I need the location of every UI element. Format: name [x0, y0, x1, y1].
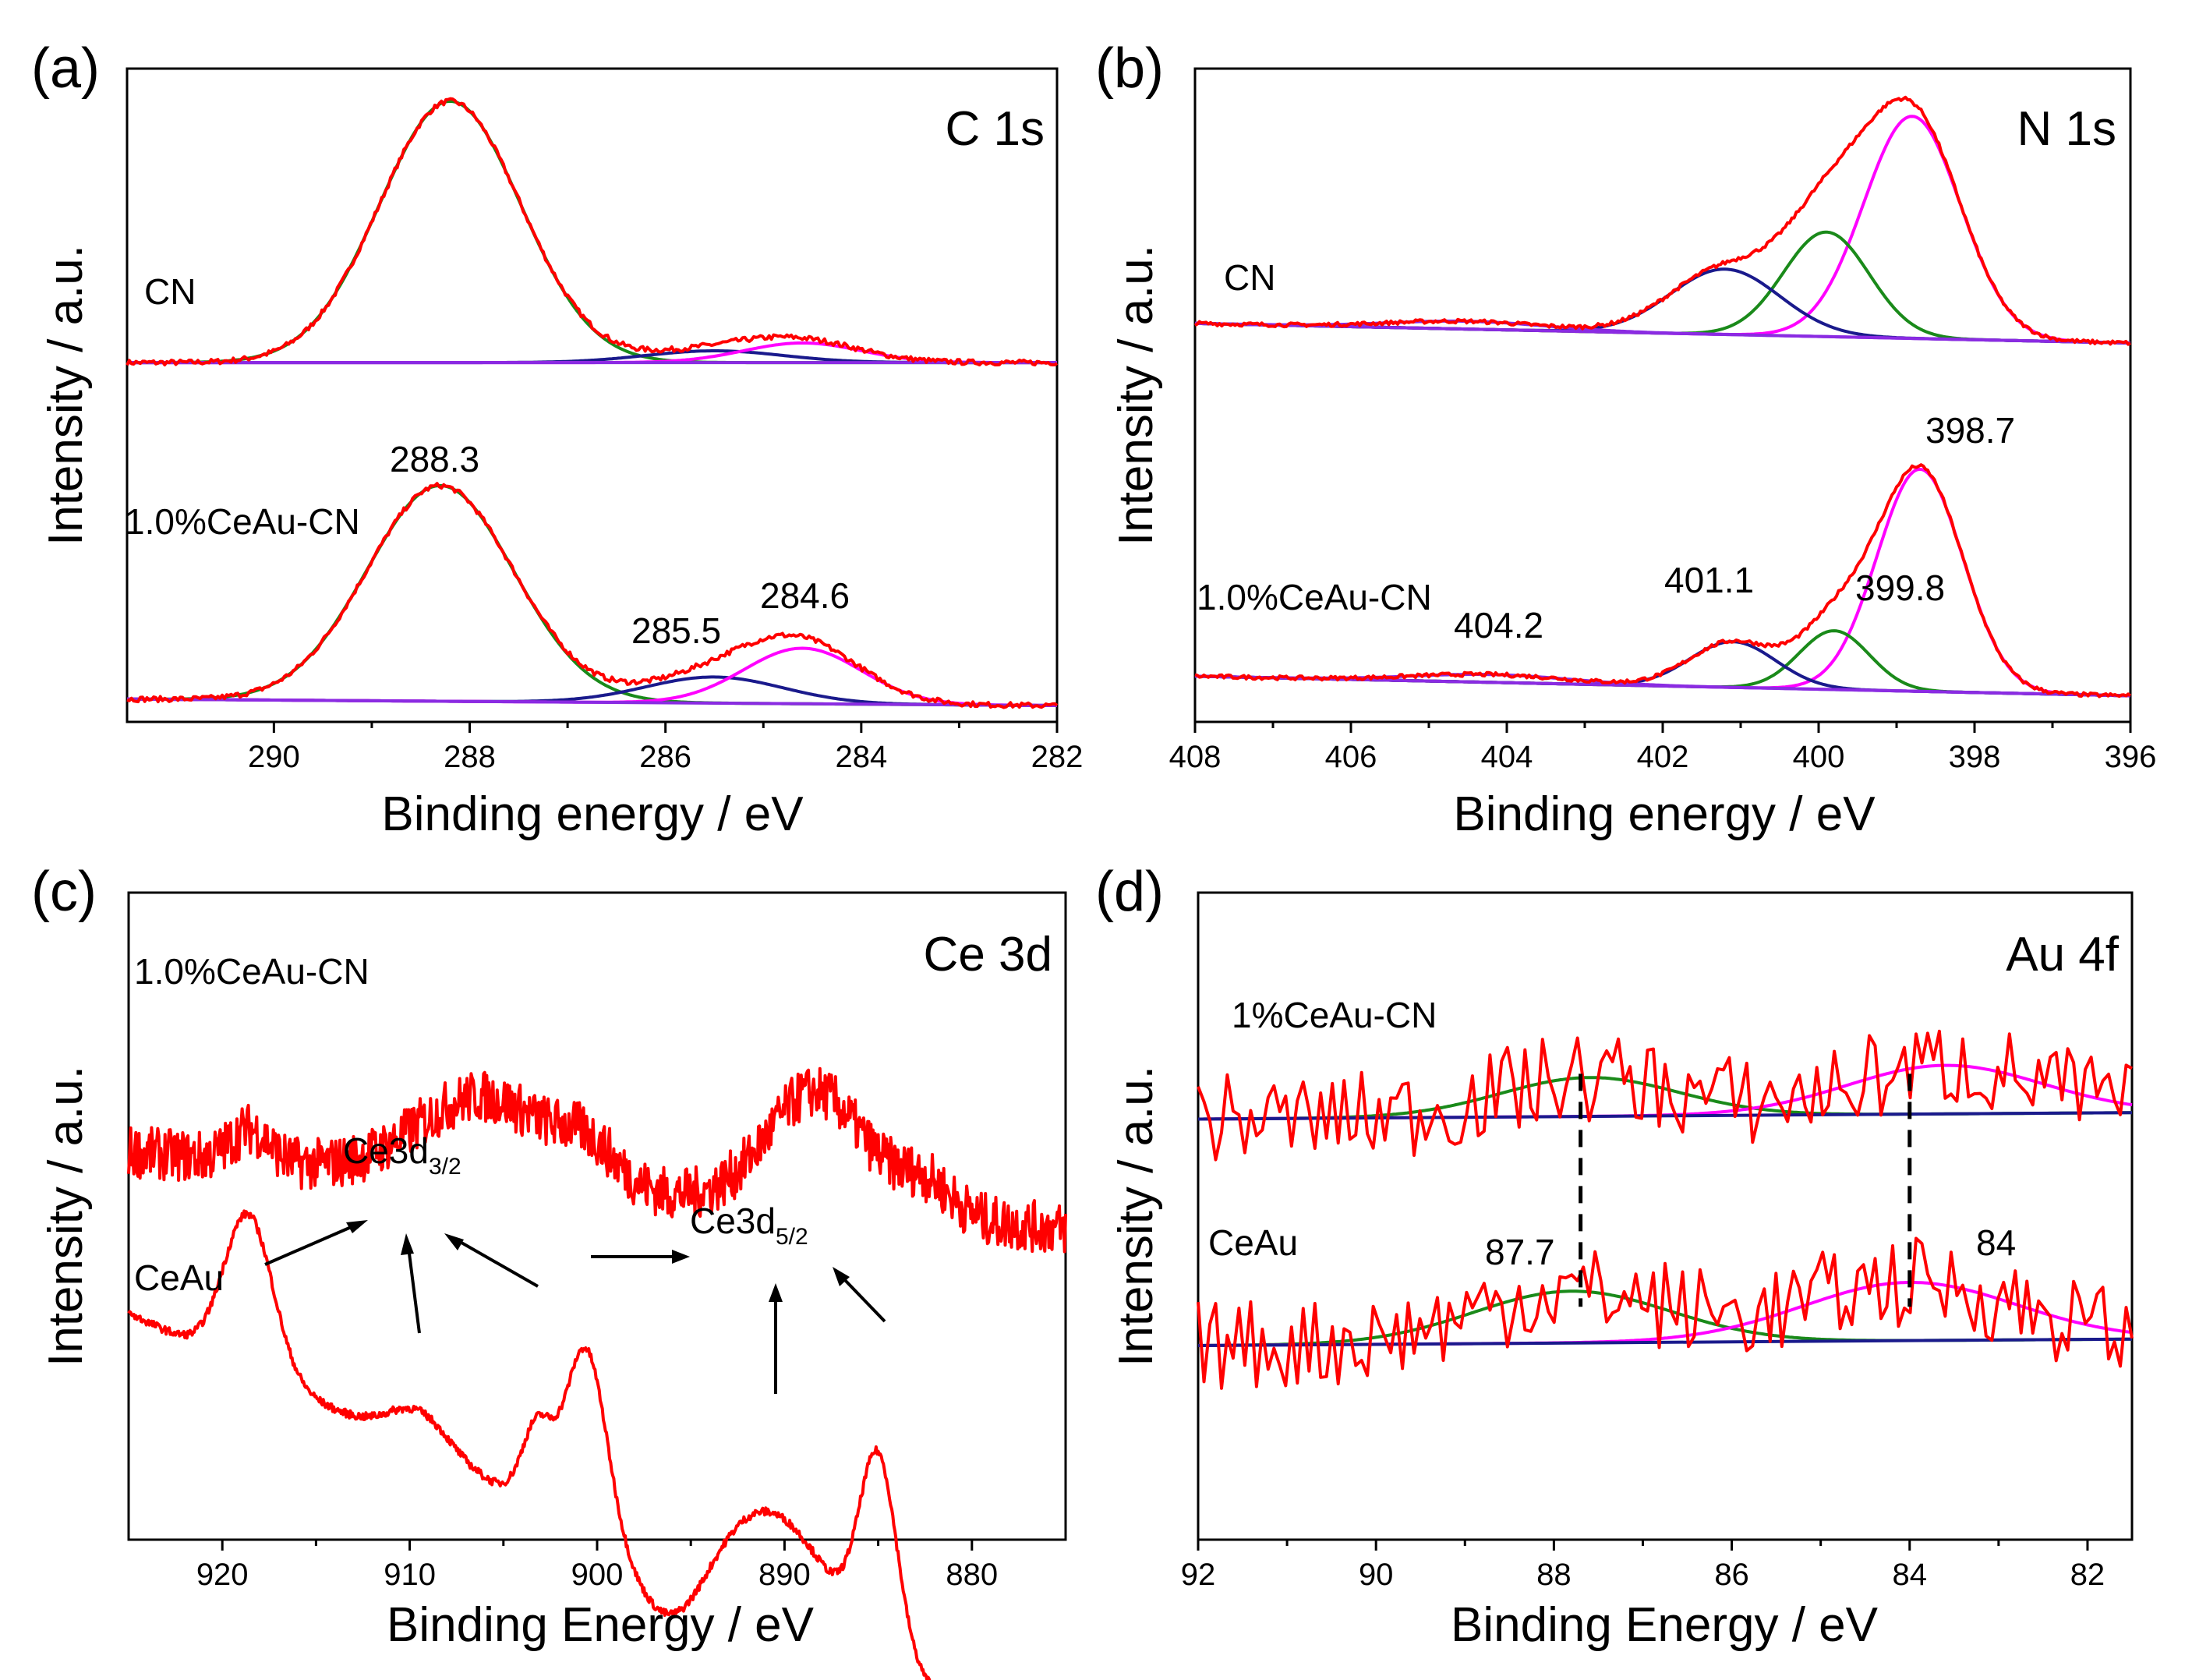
arrowhead-5 — [769, 1283, 783, 1302]
panel-b-ylabel: Intensity / a.u. — [1109, 245, 1163, 546]
arrowhead-4 — [672, 1250, 690, 1264]
panel-a-xlabel: Binding energy / eV — [381, 787, 804, 841]
panel-1-xtick-label-3: 402 — [1637, 740, 1689, 774]
panel-d-xlabel: Binding Energy / eV — [1451, 1598, 1879, 1652]
panel-b-xlabel: Binding energy / eV — [1453, 787, 1876, 841]
arrow-1 — [264, 1224, 355, 1266]
panel-2-xtick-label-4: 880 — [946, 1558, 998, 1592]
panel-a-core-label: C 1s — [946, 102, 1045, 156]
panel-b-sample-cn: CN — [1224, 257, 1275, 298]
panel-c-core-label: Ce 3d — [924, 928, 1052, 981]
panel-d-frame — [1197, 891, 2134, 1541]
panel-c-arrows — [264, 1220, 886, 1394]
panel-c-sample-ceau-cn: 1.0%CeAu-CN — [134, 951, 369, 992]
panel-d-core-label: Au 4f — [2006, 928, 2120, 981]
panel-3-sample-0-data — [1197, 1029, 2133, 1162]
panel-c-ylabel: Intensity / a.u. — [39, 1066, 93, 1367]
panel-1-xtick-label-6: 396 — [2105, 740, 2157, 774]
panel-3-xtick-label-0: 92 — [1181, 1558, 1216, 1592]
panel-a-frame — [126, 67, 1059, 723]
panel-3-xtick-label-3: 86 — [1714, 1558, 1749, 1592]
arrow-6 — [842, 1277, 886, 1323]
panel-0-xtick-label-0: 290 — [248, 740, 300, 774]
panel-1-xtick-label-0: 408 — [1169, 740, 1222, 774]
panel-b: (b) N 1s 408 406 404 402 400 398 396 CN 1.0%Ce… — [1095, 37, 2156, 841]
panel-1-xtick-label-1: 406 — [1325, 740, 1377, 774]
panel-2-sample-0-data — [127, 1066, 1067, 1254]
panel-a: (a) C 1s 290 288 286 284 282 CN 1.0%CeAu-CN … — [31, 37, 1083, 841]
arrowhead-3 — [444, 1233, 464, 1250]
panel-1-sample-1-component-2 — [1194, 640, 2131, 698]
panel-3-sample-0-baseline — [1197, 1111, 2133, 1121]
panel-b-label: (b) — [1095, 37, 1164, 100]
panel-1-sample-0-component-0 — [1194, 115, 2130, 345]
panel-a-peak-288-3: 288.3 — [390, 439, 479, 479]
panel-b-frame — [1193, 67, 2132, 723]
arrowhead-2 — [401, 1233, 414, 1255]
panel-1-sample-0-data — [1193, 95, 2132, 346]
panel-a-sample-cn: CN — [144, 271, 196, 312]
panel-1-xtick-label-5: 398 — [1949, 740, 2001, 774]
panel-c-label: (c) — [31, 861, 97, 923]
panel-1-sample-1-baseline — [1194, 674, 2131, 698]
panel-0-xtick-label-3: 284 — [835, 740, 887, 774]
panel-d-ylabel: Intensity / a.u. — [1109, 1066, 1163, 1367]
panel-d-sample-ceau: CeAu — [1208, 1222, 1298, 1263]
panel-1-xtick-label-2: 404 — [1481, 740, 1533, 774]
panel-b-core-label: N 1s — [2017, 102, 2116, 156]
panel-c: (c) Ce 3d 920 910 900 890 880 1.0%CeAu-CN Ce… — [31, 861, 1067, 1680]
panel-0-sample-1-data — [126, 482, 1059, 709]
panel-d: (d) Au 4f 92 90 88 86 84 82 1%CeAu-CN CeAu 87… — [1095, 861, 2134, 1652]
panel-a-sample-ceau-cn: 1.0%CeAu-CN — [125, 501, 360, 542]
panel-1-xtick-label-4: 400 — [1793, 740, 1845, 774]
panel-b-peak-401-1: 401.1 — [1664, 560, 1754, 600]
panel-b-peak-399-8: 399.8 — [1855, 568, 1945, 608]
panel-2-xtick-label-0: 920 — [196, 1558, 249, 1592]
panel-b-sample-ceau-cn: 1.0%CeAu-CN — [1197, 577, 1432, 617]
panel-2-xtick-label-3: 890 — [758, 1558, 811, 1592]
panel-d-sample-ceau-cn: 1%CeAu-CN — [1232, 995, 1437, 1035]
panel-2-xtick-label-1: 910 — [384, 1558, 436, 1592]
panel-c-ce3d52-label: Ce3d5/2 — [690, 1201, 808, 1250]
panel-1-sample-0-baseline — [1194, 321, 2131, 345]
panel-d-peak-87-7: 87.7 — [1485, 1232, 1555, 1272]
panel-2-xtick-label-2: 900 — [571, 1558, 624, 1592]
panel-3-xtick-label-4: 84 — [1893, 1558, 1928, 1592]
arrowhead-1 — [346, 1220, 368, 1233]
panel-b-peak-404-2: 404.2 — [1454, 605, 1543, 645]
panel-0-xtick-label-4: 282 — [1031, 740, 1084, 774]
arrowhead-6 — [833, 1267, 850, 1286]
panel-d-peak-84: 84 — [1976, 1222, 2016, 1263]
panel-a-ylabel: Intensity / a.u. — [39, 245, 93, 546]
panel-0-sample-1-baseline — [126, 697, 1058, 708]
panel-d-label: (d) — [1095, 861, 1164, 923]
panel-3-xtick-label-1: 90 — [1359, 1558, 1394, 1592]
panel-0-xtick-label-2: 286 — [639, 740, 691, 774]
panel-0-sample-0-data — [126, 97, 1059, 366]
panel-3-sample-1-baseline — [1197, 1337, 2133, 1347]
arrow-2 — [407, 1247, 421, 1334]
panel-2-sample-1-data — [127, 1209, 932, 1680]
panel-c-sample-ceau: CeAu — [134, 1257, 224, 1298]
panel-c-xlabel: Binding Energy / eV — [387, 1598, 815, 1652]
panel-3-xtick-label-5: 82 — [2070, 1558, 2105, 1592]
arrow-3 — [455, 1238, 539, 1288]
panel-c-ce3d32-label: Ce3d3/2 — [343, 1130, 461, 1180]
panel-3-sample-1-data — [1197, 1236, 2134, 1390]
panel-3-xtick-label-2: 88 — [1536, 1558, 1572, 1592]
panel-0-xtick-label-1: 288 — [444, 740, 496, 774]
panel-a-peak-284-6: 284.6 — [760, 575, 850, 616]
panel-1-sample-1-data — [1194, 463, 2132, 699]
panel-a-label: (a) — [31, 37, 100, 100]
panel-a-peak-285-5: 285.5 — [631, 610, 721, 651]
panel-b-peak-398-7: 398.7 — [1925, 410, 2015, 451]
